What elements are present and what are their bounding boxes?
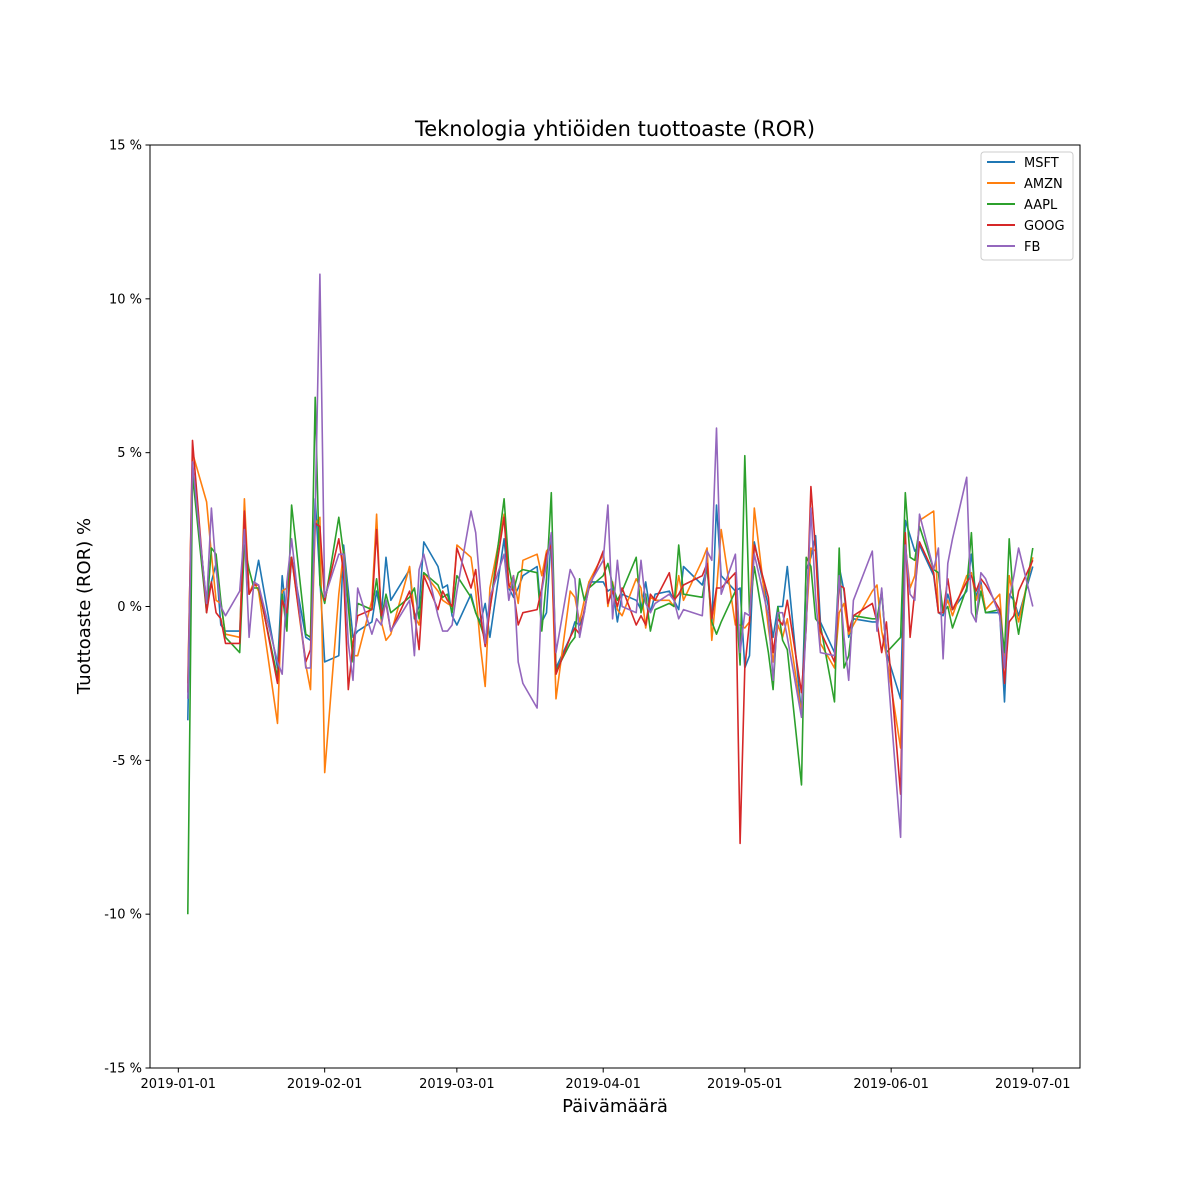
y-tick-label: 15 % [109,139,142,154]
x-tick-label: 2019-07-01 [995,1077,1071,1092]
series-line-msft [187,464,1034,721]
y-axis: -15 % -10 % -5 % 0 % 5 % 10 % 15 % [104,139,150,1077]
legend-label-msft: MSFT [1024,156,1059,171]
legend: MSFT AMZN AAPL GOOG FB [980,151,1074,261]
series-layer [187,273,1034,915]
y-tick-label: -15 % [104,1062,142,1077]
legend-label-aapl: AAPL [1024,198,1058,213]
chart-title: Teknologia yhtiöiden tuottoaste (ROR) [414,117,815,141]
x-tick-label: 2019-01-01 [141,1077,217,1092]
x-tick-label: 2019-06-01 [853,1077,929,1092]
y-tick-label: -10 % [104,908,142,923]
series-line-fb [187,273,1034,839]
x-axis: 2019-01-01 2019-02-01 2019-03-01 2019-04-01… [141,1068,1071,1092]
y-tick-label: 0 % [117,600,142,615]
series-line-goog [187,439,1034,845]
legend-label-amzn: AMZN [1024,177,1063,192]
legend-label-goog: GOOG [1024,219,1065,234]
x-tick-label: 2019-05-01 [707,1077,783,1092]
legend-label-fb: FB [1024,240,1040,255]
x-tick-label: 2019-02-01 [287,1077,363,1092]
y-tick-label: 10 % [109,292,142,307]
y-tick-label: -5 % [113,754,142,769]
x-tick-label: 2019-04-01 [565,1077,641,1092]
x-tick-label: 2019-03-01 [419,1077,495,1092]
y-tick-label: 5 % [117,446,142,461]
x-axis-label: Päivämäärä [562,1096,668,1117]
legend-box [980,151,1074,261]
y-axis-label: Tuottoaste (ROR) % [74,518,95,695]
